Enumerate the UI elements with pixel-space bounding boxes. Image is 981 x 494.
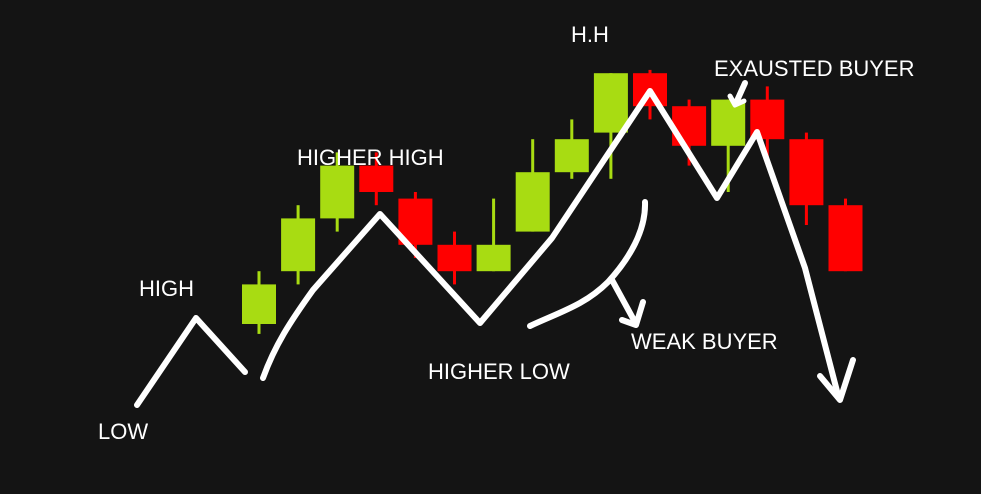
candle-body <box>593 73 628 133</box>
candle-body <box>711 99 746 146</box>
candle-6 <box>437 231 472 285</box>
trend-line-main-swing <box>260 88 841 398</box>
label-higher-low: HIGHER LOW <box>428 359 570 384</box>
annotation-layer <box>134 80 856 408</box>
candle-body <box>554 139 589 173</box>
candle-4 <box>359 152 394 206</box>
candle-5 <box>398 192 433 258</box>
label-high: HIGH <box>139 276 194 301</box>
label-hh: H.H <box>571 22 609 47</box>
candle-13 <box>711 99 746 192</box>
weak-buyer-arrow-shaft <box>609 277 638 325</box>
candle-3 <box>320 152 355 232</box>
exhausted-buyer-arrow-shaft <box>733 80 748 106</box>
candle-15 <box>789 132 824 225</box>
candle-body <box>242 284 276 324</box>
candle-7 <box>476 198 511 272</box>
candle-body <box>437 244 472 272</box>
candle-8 <box>515 139 550 232</box>
label-low: LOW <box>98 419 149 444</box>
candle-body <box>789 139 824 206</box>
trend-line-low-to-high <box>134 315 248 408</box>
candle-1 <box>242 271 276 334</box>
candle-16 <box>828 198 863 272</box>
candle-body <box>281 218 316 272</box>
label-higher-high: HIGHER HIGH <box>297 145 444 170</box>
weak-buyer-arrow-head <box>619 299 646 328</box>
exhausted-buyer-arrow-head <box>727 93 747 108</box>
candle-body <box>828 205 863 272</box>
candle-body <box>359 165 394 192</box>
candle-wick <box>492 198 496 272</box>
candle-body <box>515 172 550 232</box>
candle-2 <box>281 205 316 285</box>
trend-end-arrow-head <box>817 357 856 403</box>
weak-buyer-curve <box>527 199 649 329</box>
candle-body <box>476 244 511 272</box>
label-weak-buyer: WEAK BUYER <box>631 329 778 354</box>
candles-layer <box>242 69 863 334</box>
candle-9 <box>554 119 589 179</box>
candle-body <box>320 165 355 219</box>
label-exausted-buyer: EXAUSTED BUYER <box>714 56 915 81</box>
candle-10 <box>593 73 628 179</box>
